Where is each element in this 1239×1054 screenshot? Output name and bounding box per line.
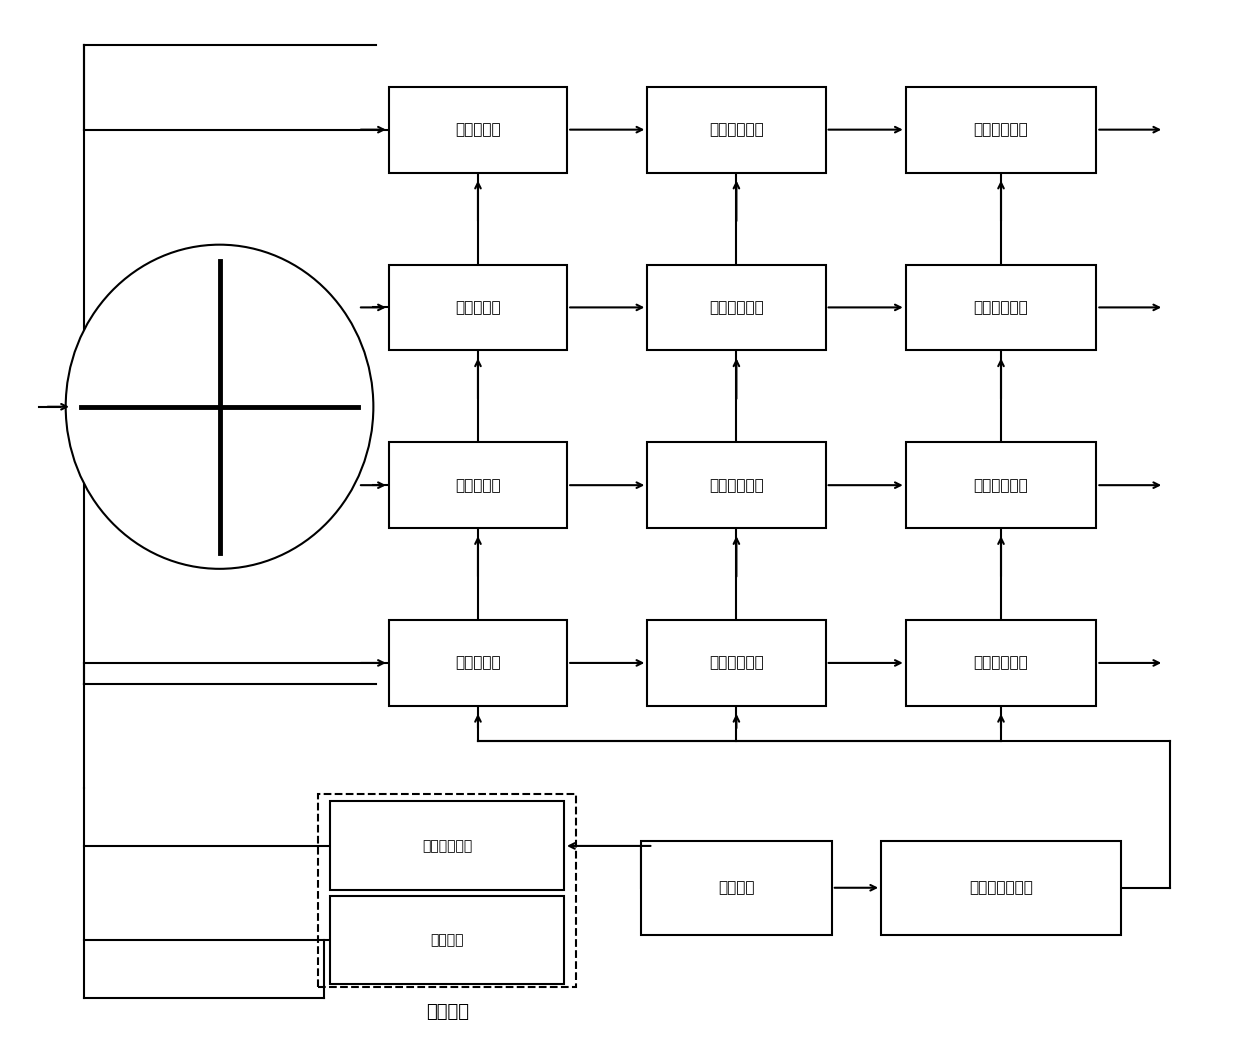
- Text: 限幅放大电路: 限幅放大电路: [974, 122, 1028, 137]
- Text: 偏压温度补偶: 偏压温度补偶: [422, 839, 472, 853]
- Bar: [906, 443, 1097, 528]
- Text: 电压放大电路: 电压放大电路: [709, 300, 763, 315]
- Bar: [389, 620, 567, 706]
- Text: 跨阻放大器: 跨阻放大器: [455, 656, 501, 670]
- Bar: [881, 841, 1121, 935]
- Bar: [389, 443, 567, 528]
- Text: 低噪声稳压电路: 低噪声稳压电路: [969, 880, 1033, 895]
- Text: 外部系统: 外部系统: [426, 1002, 468, 1020]
- Bar: [389, 265, 567, 350]
- Bar: [641, 841, 831, 935]
- Ellipse shape: [66, 245, 373, 569]
- Text: 跨阻放大器: 跨阻放大器: [455, 300, 501, 315]
- Text: 跨阻放大器: 跨阻放大器: [455, 477, 501, 492]
- Text: 电压放大电路: 电压放大电路: [709, 656, 763, 670]
- Text: 电压放大电路: 电压放大电路: [709, 477, 763, 492]
- Text: 限幅放大电路: 限幅放大电路: [974, 300, 1028, 315]
- Text: 限幅放大电路: 限幅放大电路: [974, 477, 1028, 492]
- Bar: [647, 86, 825, 173]
- Bar: [647, 443, 825, 528]
- Bar: [906, 265, 1097, 350]
- Bar: [647, 620, 825, 706]
- Text: 电源电路: 电源电路: [719, 880, 755, 895]
- Text: 跨阻放大器: 跨阻放大器: [455, 122, 501, 137]
- Text: 高压输入: 高压输入: [430, 933, 463, 948]
- Bar: [389, 86, 567, 173]
- Text: 电压放大电路: 电压放大电路: [709, 122, 763, 137]
- Bar: [331, 896, 564, 984]
- Bar: [647, 265, 825, 350]
- Bar: [906, 620, 1097, 706]
- Text: 限幅放大电路: 限幅放大电路: [974, 656, 1028, 670]
- Bar: [318, 794, 576, 988]
- Bar: [906, 86, 1097, 173]
- Bar: [331, 801, 564, 891]
